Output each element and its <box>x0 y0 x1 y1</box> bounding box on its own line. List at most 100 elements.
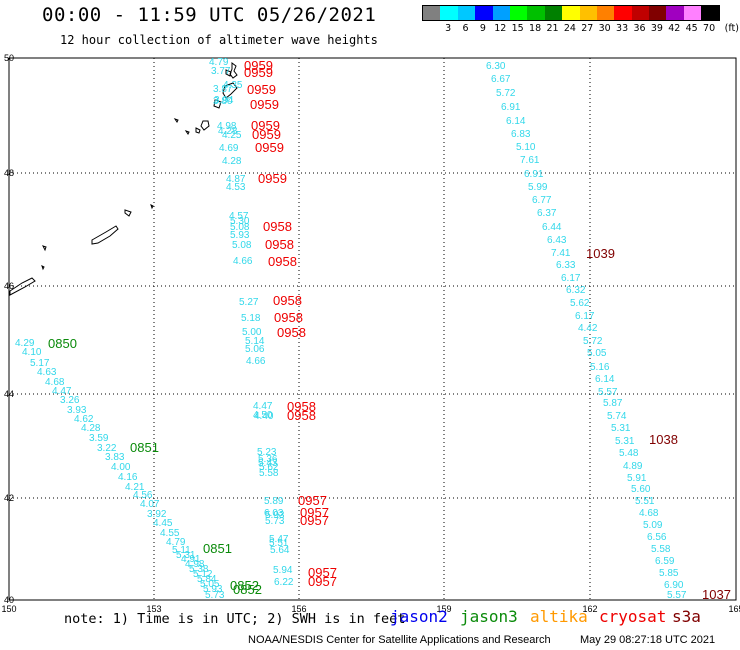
gridlines <box>9 58 736 600</box>
legend-swatch <box>649 6 667 20</box>
wave-height-label: 5.48 <box>619 448 639 459</box>
wave-height-label: 5.58 <box>259 468 279 479</box>
wave-height-label: 4.56 <box>133 490 153 501</box>
wave-height-label: 5.91 <box>627 473 647 484</box>
pass-time-label: 0959 <box>250 97 279 112</box>
wave-height-label: 5.30 <box>230 216 250 227</box>
wave-height-label: 5.09 <box>643 520 663 531</box>
legend-labels: 3 6 9 12 15 18 21 24 27 30 33 36 39 42 45 70 (ft) <box>422 21 739 35</box>
legend-swatch <box>475 6 493 20</box>
wave-height-label: 6.83 <box>511 129 531 140</box>
wave-height-label: 5.72 <box>496 88 516 99</box>
page-title: 00:00 - 11:59 UTC 05/26/2021 <box>42 4 377 26</box>
wave-height-label: 7.41 <box>551 248 571 259</box>
footer-note: note: 1) Time is in UTC; 2) SWH is in fe… <box>64 611 406 627</box>
legend-label: 9 <box>479 23 486 34</box>
pass-time-label: 0958 <box>268 254 297 269</box>
pass-time-label: 0959 <box>251 118 280 133</box>
wave-height-label: 5.10 <box>516 142 536 153</box>
legend-label: 30 <box>598 23 611 34</box>
wave-height-label: 5.06 <box>245 344 265 355</box>
lat-tick-label: 42 <box>4 493 14 503</box>
wave-height-label: 5.87 <box>603 398 623 409</box>
legend-unit: (ft) <box>724 23 739 34</box>
legend-label: 36 <box>633 23 646 34</box>
wave-height-label: 5.17 <box>30 358 50 369</box>
legend-swatch <box>579 6 597 20</box>
wave-height-label: 4.79 <box>209 57 229 68</box>
wave-height-label: 5.23 <box>257 447 277 458</box>
wave-height-label: 6.44 <box>542 222 562 233</box>
pass-time-label: 0852 <box>233 582 262 597</box>
wave-height-label: 5.31 <box>615 436 635 447</box>
island-coast <box>173 118 179 123</box>
wave-height-label: 5.93 <box>265 510 285 521</box>
lat-tick-label: 46 <box>4 281 14 291</box>
mission-jason3: jason3 <box>460 607 518 626</box>
pass-time-label: 0958 <box>263 219 292 234</box>
pass-time-label: 0852 <box>230 578 259 593</box>
wave-height-label: 3.26 <box>60 395 80 406</box>
legend-label: 39 <box>650 23 663 34</box>
wave-height-label: 5.74 <box>607 411 627 422</box>
generation-timestamp: May 29 08:27:18 UTC 2021 <box>580 634 716 646</box>
wave-height-label: 5.31 <box>176 550 196 561</box>
legend-swatch <box>423 6 441 20</box>
wave-height-label: 3.80 <box>213 96 233 107</box>
legend-swatch <box>527 6 545 20</box>
wave-height-label: 5.85 <box>659 568 679 579</box>
lat-tick-label: 50 <box>4 53 14 63</box>
pass-time-label: 0957 <box>308 565 337 580</box>
legend-label: 70 <box>703 23 716 34</box>
pass-time-label: 0957 <box>308 574 337 589</box>
pass-time-label: 1039 <box>586 246 615 261</box>
wave-height-label: 5.93 <box>203 584 223 595</box>
wave-height-label: 4.07 <box>140 499 160 510</box>
wave-height-label: 4.62 <box>74 414 94 425</box>
island-coast <box>184 130 190 135</box>
wave-height-label: 7.61 <box>520 155 540 166</box>
mission-cryosat: cryosat <box>599 607 667 626</box>
wave-height-label: 4.55 <box>160 528 180 539</box>
wave-height-label: 5.18 <box>241 313 261 324</box>
wave-height-label: 5.60 <box>631 484 651 495</box>
lon-tick-label: 162 <box>582 604 597 614</box>
wave-height-label: 5.57 <box>598 387 618 398</box>
wave-height-label: 5.73 <box>205 590 225 601</box>
wave-height-label: 6.59 <box>655 556 675 567</box>
wave-height-label: 5.58 <box>651 544 671 555</box>
map-frame <box>8 57 737 601</box>
legend-swatches <box>422 5 720 21</box>
pass-time-label: 0957 <box>300 513 329 528</box>
wave-height-label: 3.87 <box>213 84 233 95</box>
wave-height-label: 5.51 <box>269 538 289 549</box>
legend-swatch <box>457 6 476 20</box>
island-coast <box>213 99 222 109</box>
wave-height-label: 6.43 <box>547 235 567 246</box>
island-coast <box>150 204 154 210</box>
wave-height-label: 4.28 <box>222 156 242 167</box>
wave-height-label: 6.67 <box>491 74 511 85</box>
wave-height-label: 5.47 <box>269 534 289 545</box>
wave-height-label: 3.77 <box>211 66 231 77</box>
wave-height-label: 4.57 <box>229 211 249 222</box>
island-coast <box>9 277 36 296</box>
wave-height-label: 4.28 <box>81 423 101 434</box>
legend-swatch <box>544 6 563 20</box>
wave-height-label: 4.63 <box>37 367 57 378</box>
pass-time-label: 0959 <box>258 171 287 186</box>
wave-height-label: 5.73 <box>265 516 285 527</box>
pass-time-label: 0959 <box>244 65 273 80</box>
legend-swatch <box>631 6 650 20</box>
wave-height-label: 6.14 <box>595 374 615 385</box>
tick-labels: 150 153 156 159 162 165 50 48 46 44 42 40 <box>1 53 740 614</box>
island-coast <box>225 69 232 77</box>
wave-height-label: 6.37 <box>537 208 557 219</box>
wave-height-label: 6.17 <box>561 273 581 284</box>
wave-height-label: 5.05 <box>587 348 607 359</box>
pass-time-label: 0959 <box>255 140 284 155</box>
pass-time-label: 1038 <box>649 432 678 447</box>
wave-height-label: 6.33 <box>556 260 576 271</box>
wave-height-label: 4.98 <box>217 121 237 132</box>
pass-time-label: 0959 <box>252 127 281 142</box>
